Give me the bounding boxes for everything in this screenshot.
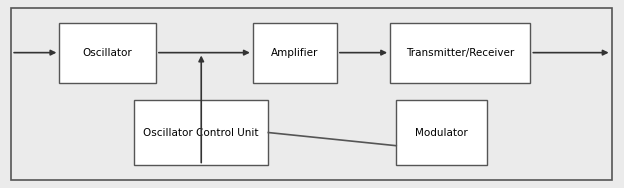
Text: Amplifier: Amplifier <box>271 48 318 58</box>
Text: Modulator: Modulator <box>415 127 468 138</box>
Text: Transmitter/Receiver: Transmitter/Receiver <box>406 48 514 58</box>
Bar <box>390 23 530 83</box>
Bar <box>59 23 156 83</box>
Bar <box>134 100 268 165</box>
Text: Oscillator Control Unit: Oscillator Control Unit <box>144 127 259 138</box>
Bar <box>396 100 487 165</box>
Text: Oscillator: Oscillator <box>83 48 132 58</box>
Bar <box>253 23 337 83</box>
